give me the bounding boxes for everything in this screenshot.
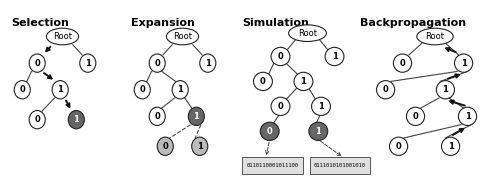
Text: 1: 1	[205, 59, 210, 68]
Text: 1: 1	[197, 142, 202, 151]
Ellipse shape	[172, 81, 188, 99]
Text: 0: 0	[154, 112, 160, 121]
Text: 0: 0	[162, 142, 168, 151]
Ellipse shape	[458, 107, 476, 125]
Text: 1: 1	[194, 112, 199, 121]
Ellipse shape	[454, 54, 472, 72]
Text: 0: 0	[34, 59, 40, 68]
Text: 0111010101001010: 0111010101001010	[314, 163, 366, 168]
Text: 0: 0	[278, 102, 283, 111]
Text: 1: 1	[300, 77, 306, 86]
Text: 1: 1	[178, 85, 183, 94]
Ellipse shape	[149, 107, 165, 125]
Ellipse shape	[442, 137, 460, 155]
Ellipse shape	[436, 81, 454, 99]
Text: 0: 0	[278, 52, 283, 61]
FancyBboxPatch shape	[242, 157, 303, 174]
Text: 1: 1	[318, 102, 324, 111]
Ellipse shape	[157, 137, 174, 155]
Ellipse shape	[29, 54, 46, 72]
Ellipse shape	[271, 47, 290, 66]
Text: 1: 1	[316, 127, 321, 136]
Text: 0: 0	[260, 77, 266, 86]
Text: Root: Root	[426, 32, 444, 41]
Text: 1: 1	[460, 59, 466, 68]
Text: 0: 0	[412, 112, 418, 121]
Text: Selection: Selection	[11, 18, 68, 28]
Ellipse shape	[260, 122, 279, 140]
Text: 1: 1	[464, 112, 470, 121]
Ellipse shape	[309, 122, 328, 140]
Ellipse shape	[288, 25, 327, 42]
Ellipse shape	[80, 54, 96, 72]
Text: 1: 1	[332, 52, 338, 61]
Text: 1: 1	[85, 59, 90, 68]
Ellipse shape	[14, 81, 30, 99]
Ellipse shape	[52, 81, 68, 99]
Ellipse shape	[325, 47, 344, 66]
Text: Backpropagation: Backpropagation	[360, 18, 466, 28]
FancyBboxPatch shape	[310, 157, 370, 174]
Ellipse shape	[166, 28, 198, 45]
Ellipse shape	[200, 54, 216, 72]
Ellipse shape	[254, 72, 272, 91]
Text: Root: Root	[173, 32, 192, 41]
Text: 0: 0	[140, 85, 145, 94]
Ellipse shape	[46, 28, 78, 45]
Text: 0: 0	[34, 115, 40, 124]
Text: 1: 1	[448, 142, 454, 151]
Text: 1: 1	[442, 85, 448, 94]
Text: 0: 0	[267, 127, 272, 136]
Text: 0: 0	[382, 85, 388, 94]
Text: 0: 0	[396, 142, 402, 151]
Text: 1: 1	[74, 115, 79, 124]
Ellipse shape	[192, 137, 208, 155]
Ellipse shape	[149, 54, 165, 72]
Text: Simulation: Simulation	[242, 18, 310, 28]
Ellipse shape	[406, 107, 424, 125]
Text: Root: Root	[53, 32, 72, 41]
Ellipse shape	[188, 107, 204, 125]
Ellipse shape	[134, 81, 150, 99]
Ellipse shape	[312, 97, 330, 115]
Text: 0: 0	[154, 59, 160, 68]
Text: 1: 1	[58, 85, 63, 94]
Ellipse shape	[417, 28, 453, 45]
Ellipse shape	[271, 97, 290, 115]
Ellipse shape	[29, 111, 46, 129]
Text: Expansion: Expansion	[131, 18, 194, 28]
Ellipse shape	[376, 81, 394, 99]
Text: 0110110001011100: 0110110001011100	[246, 163, 298, 168]
Text: 0: 0	[20, 85, 25, 94]
Ellipse shape	[390, 137, 407, 155]
Text: 0: 0	[400, 59, 406, 68]
Ellipse shape	[394, 54, 411, 72]
Text: Root: Root	[298, 29, 317, 38]
Ellipse shape	[68, 111, 84, 129]
Ellipse shape	[294, 72, 313, 91]
